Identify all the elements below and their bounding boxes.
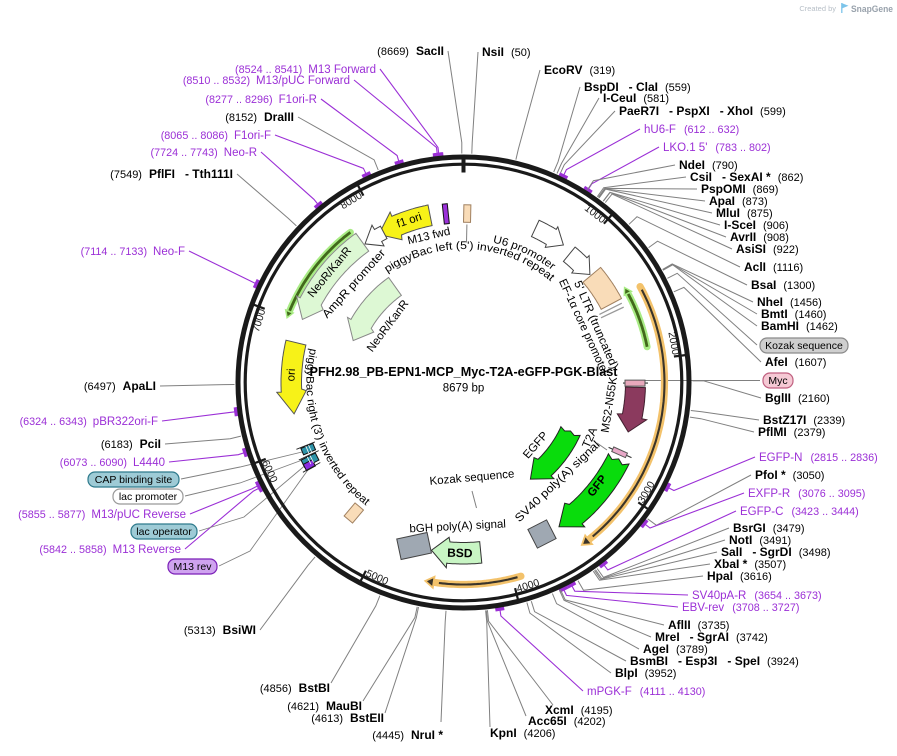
svg-text:PfoI *(3050): PfoI *(3050) xyxy=(755,468,824,482)
svg-text:I-CeuI(581): I-CeuI(581) xyxy=(603,91,669,105)
svg-text:SnapGene: SnapGene xyxy=(851,4,893,15)
svg-text:Myc: Myc xyxy=(768,375,787,387)
svg-text:lac promoter: lac promoter xyxy=(119,491,178,503)
svg-text:(4856)BstBI: (4856)BstBI xyxy=(260,681,330,695)
svg-text:(8510 .. 8532)M13/pUC Forward: (8510 .. 8532)M13/pUC Forward xyxy=(183,75,350,87)
svg-text:AclI(1116): AclI(1116) xyxy=(744,260,803,274)
svg-text:lac operator: lac operator xyxy=(136,526,192,538)
svg-text:EGFP-C(3423 .. 3444): EGFP-C(3423 .. 3444) xyxy=(740,506,859,518)
svg-text:BSD: BSD xyxy=(447,546,473,561)
svg-text:Kozak sequence: Kozak sequence xyxy=(765,340,843,352)
svg-text:NsiI(50): NsiI(50) xyxy=(482,45,531,59)
svg-text:7000: 7000 xyxy=(250,308,268,334)
svg-text:(6183)PciI: (6183)PciI xyxy=(101,437,161,451)
svg-text:(4613)BstEII: (4613)BstEII xyxy=(311,711,384,725)
svg-text:BlpI(3952): BlpI(3952) xyxy=(615,666,676,680)
svg-text:LKO.1 5'(783 .. 802): LKO.1 5'(783 .. 802) xyxy=(663,142,771,154)
svg-text:(6497)ApaLI: (6497)ApaLI xyxy=(84,379,156,393)
svg-text:(6324 .. 6343)pBR322ori-F: (6324 .. 6343)pBR322ori-F xyxy=(20,416,158,428)
svg-text:(5855 .. 5877)M13/pUC Reverse: (5855 .. 5877)M13/pUC Reverse xyxy=(18,509,186,521)
svg-text:PaeR7I - PspXI - XhoI(599): PaeR7I - PspXI - XhoI(599) xyxy=(619,104,786,118)
svg-text:EXFP-R(3076 .. 3095): EXFP-R(3076 .. 3095) xyxy=(748,488,865,500)
svg-text:PflMI(2379): PflMI(2379) xyxy=(758,425,825,439)
svg-text:ori: ori xyxy=(285,368,298,381)
svg-text:(5842 .. 5858)M13 Reverse: (5842 .. 5858)M13 Reverse xyxy=(39,544,181,556)
svg-text:EBV-rev(3708 .. 3727): EBV-rev(3708 .. 3727) xyxy=(682,602,799,614)
svg-text:EcoRV(319): EcoRV(319) xyxy=(544,63,615,77)
svg-text:KpnI(4206): KpnI(4206) xyxy=(490,726,555,740)
svg-text:Kozak sequence: Kozak sequence xyxy=(429,468,515,488)
svg-text:(5313)BsiWI: (5313)BsiWI xyxy=(184,623,256,637)
svg-text:mPGK-F(4111 .. 4130): mPGK-F(4111 .. 4130) xyxy=(587,686,705,698)
svg-text:bGH poly(A) signal: bGH poly(A) signal xyxy=(409,518,506,535)
svg-text:BspDI - ClaI(559): BspDI - ClaI(559) xyxy=(584,80,691,94)
svg-text:AsiSI(922): AsiSI(922) xyxy=(736,242,799,256)
svg-text:(8065 .. 8086)F1ori-F: (8065 .. 8086)F1ori-F xyxy=(161,130,271,142)
svg-text:(7724 .. 7743)Neo-R: (7724 .. 7743)Neo-R xyxy=(151,147,257,159)
svg-text:BsaI(1300): BsaI(1300) xyxy=(751,278,815,292)
svg-text:M13 rev: M13 rev xyxy=(174,561,213,573)
svg-text:MreI - SgrAI(3742): MreI - SgrAI(3742) xyxy=(655,630,768,644)
svg-text:8679 bp: 8679 bp xyxy=(443,383,485,395)
svg-text:HpaI(3616): HpaI(3616) xyxy=(707,569,772,583)
svg-text:(4445)NruI *: (4445)NruI * xyxy=(372,728,443,742)
svg-text:SV40pA-R(3654 .. 3673): SV40pA-R(3654 .. 3673) xyxy=(692,590,822,602)
svg-text:(8277 .. 8296)F1ori-R: (8277 .. 8296)F1ori-R xyxy=(205,94,317,106)
svg-text:AfeI(1607): AfeI(1607) xyxy=(765,355,826,369)
svg-text:(7114 .. 7133)Neo-F: (7114 .. 7133)Neo-F xyxy=(81,246,185,258)
svg-text:BamHI(1462): BamHI(1462) xyxy=(761,319,838,333)
svg-text:2000: 2000 xyxy=(665,331,681,356)
svg-text:MS2-N55K: MS2-N55K xyxy=(600,376,620,434)
svg-text:BsmBI - Esp3I - SpeI(3924): BsmBI - Esp3I - SpeI(3924) xyxy=(630,654,799,668)
svg-text:PFH2.98_PB-EPN1-MCP_Myc-T2A-eG: PFH2.98_PB-EPN1-MCP_Myc-T2A-eGFP-PGK-Bla… xyxy=(310,364,619,379)
svg-text:(8669)SacII: (8669)SacII xyxy=(377,44,444,58)
svg-text:hU6-F(612 .. 632): hU6-F(612 .. 632) xyxy=(644,124,739,136)
svg-text:(7549)PflFI - Tth111I: (7549)PflFI - Tth111I xyxy=(110,167,233,181)
svg-text:CAP binding site: CAP binding site xyxy=(95,474,173,486)
svg-text:(6073 .. 6090)L4440: (6073 .. 6090)L4440 xyxy=(60,457,165,469)
svg-text:BglII(2160): BglII(2160) xyxy=(765,391,830,405)
svg-text:EGFP-N(2815 .. 2836): EGFP-N(2815 .. 2836) xyxy=(759,452,878,464)
svg-text:(8152)DraIII: (8152)DraIII xyxy=(225,110,294,124)
svg-text:Created by: Created by xyxy=(799,4,836,13)
